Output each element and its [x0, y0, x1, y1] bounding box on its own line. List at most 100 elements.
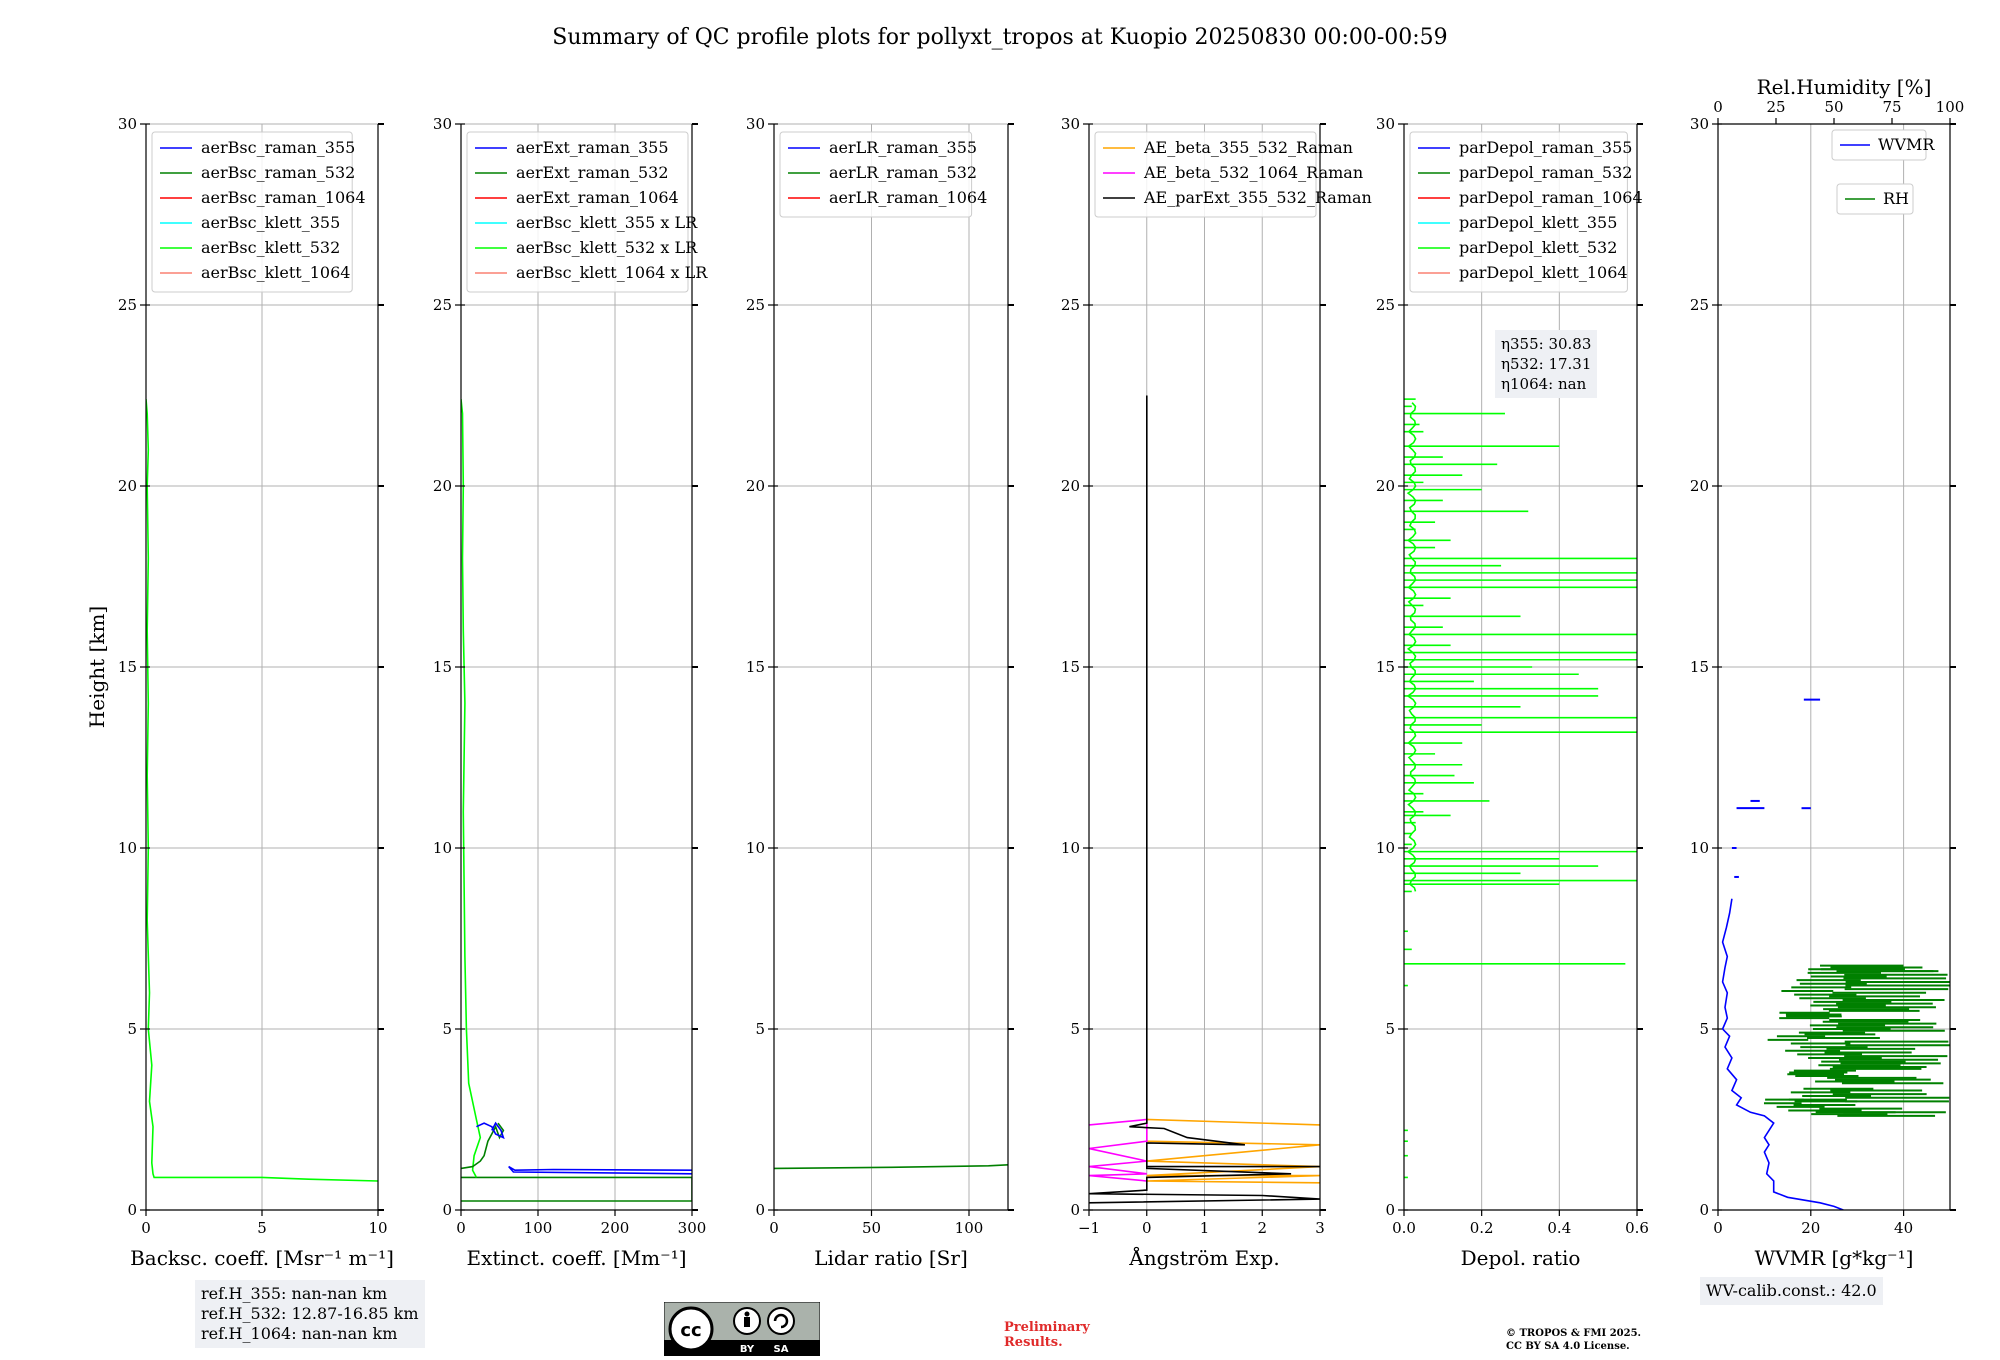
- cc-icon: [668, 1306, 714, 1352]
- eta-1064: η1064: nan: [1501, 375, 1587, 393]
- legend-box: [1409, 131, 1628, 293]
- legend-entry: aerBsc_raman_532: [201, 163, 355, 182]
- y-axis-label: Height [km]: [85, 606, 109, 728]
- legend-entry: aerBsc_raman_1064: [201, 188, 366, 207]
- y-tick-label: 30: [1061, 115, 1080, 133]
- series-line: [774, 1164, 1008, 1170]
- y-tick-label: 20: [1061, 477, 1080, 495]
- x-axis-label: Backsc. coeff. [Msr⁻¹ m⁻¹]: [130, 1246, 394, 1270]
- y-tick-label: 30: [1376, 115, 1395, 133]
- y-tick-label: 20: [1690, 477, 1709, 495]
- x-tick-label: 0: [1713, 1219, 1723, 1237]
- y-tick-label: 15: [1061, 658, 1080, 676]
- x-tick-label: 1: [1200, 1219, 1210, 1237]
- legend-entry: aerExt_raman_532: [516, 163, 669, 182]
- y-tick-label: 5: [442, 1020, 452, 1038]
- preliminary-note: Preliminary Results.: [1004, 1320, 1090, 1350]
- x2-tick-label: 75: [1882, 98, 1901, 116]
- x2-tick-label: 100: [1936, 98, 1965, 116]
- data-layer: [1721, 698, 1950, 1210]
- series-line: [1146, 1118, 1320, 1184]
- x-tick-label: 0: [141, 1219, 151, 1237]
- grid: [1088, 123, 1321, 1211]
- x-tick-label: 2: [1257, 1219, 1267, 1237]
- legend-entry: aerBsc_klett_1064: [201, 263, 350, 282]
- eta-box: η355: 30.83 η532: 17.31 η1064: nan: [1495, 330, 1598, 398]
- y-tick-label: 15: [433, 658, 452, 676]
- y-tick-label: 25: [1061, 296, 1080, 314]
- series-line: [476, 1121, 505, 1140]
- cc-license-logo: cc BY SA: [664, 1302, 820, 1356]
- x-tick-label: 50: [862, 1219, 881, 1237]
- ref-heights-box: ref.H_355: nan-nan km ref.H_532: 12.87-1…: [195, 1280, 425, 1348]
- y-tick-label: 20: [1376, 477, 1395, 495]
- legend-entry: AE_beta_532_1064_Raman: [1143, 163, 1363, 182]
- legend-entry: parDepol_klett_532: [1459, 238, 1617, 257]
- y-tick-label: 25: [1690, 296, 1709, 314]
- legend: aerLR_raman_355 aerLR_raman_532 aerLR_rama…: [779, 131, 987, 218]
- y-tick-label: 10: [1061, 839, 1080, 857]
- legend-entry: aerLR_raman_1064: [829, 188, 987, 207]
- x-axis-label: Depol. ratio: [1461, 1246, 1581, 1270]
- y-tick-label: 5: [1070, 1020, 1080, 1038]
- x-tick-label: 200: [601, 1219, 630, 1237]
- y-tick-label: 10: [433, 839, 452, 857]
- legend-entry: aerBsc_klett_532 x LR: [516, 238, 698, 257]
- y-tick-label: 5: [1385, 1020, 1395, 1038]
- legend-entry: WVMR: [1878, 135, 1935, 154]
- y-tick-label: 0: [755, 1201, 765, 1219]
- y-tick-label: 25: [746, 296, 765, 314]
- legend-entry: aerLR_raman_355: [829, 138, 977, 157]
- y-tick-label: 5: [1699, 1020, 1709, 1038]
- y-tick-label: 25: [1376, 296, 1395, 314]
- page-title: Summary of QC profile plots for pollyxt_…: [552, 25, 1447, 50]
- y-tick-label: 25: [118, 296, 137, 314]
- x-tick-label: 300: [678, 1219, 707, 1237]
- y-tick-label: 10: [1690, 839, 1709, 857]
- y-tick-label: 15: [1376, 658, 1395, 676]
- y-tick-label: 10: [746, 839, 765, 857]
- legend-box: [151, 131, 353, 293]
- y-tick-label: 30: [746, 115, 765, 133]
- y-tick-label: 10: [1376, 839, 1395, 857]
- legend: aerBsc_raman_355 aerBsc_raman_532 aerBsc_r…: [151, 131, 366, 293]
- legend-entry: parDepol_klett_1064: [1459, 263, 1628, 282]
- x-tick-label: −1: [1078, 1219, 1100, 1237]
- series-line: [461, 399, 482, 1178]
- legend-entry: aerBsc_klett_532: [201, 238, 340, 257]
- legend-box: [1094, 131, 1317, 218]
- depol-klett-532-spikes: [1404, 398, 1637, 1179]
- y-tick-label: 20: [433, 477, 452, 495]
- y-tick-label: 0: [1070, 1201, 1080, 1219]
- y-tick-label: 10: [118, 839, 137, 857]
- legend-entry: aerExt_raman_1064: [516, 188, 679, 207]
- grid: [773, 123, 1008, 1211]
- x2-tick-label: 0: [1713, 98, 1723, 116]
- data-layer: [1089, 395, 1320, 1204]
- x-axis-label: WVMR [g*kg⁻¹]: [1755, 1246, 1914, 1270]
- x2-axis-label: Rel.Humidity [%]: [1757, 75, 1932, 99]
- x-tick-label: 0: [1142, 1219, 1152, 1237]
- series-line: [1089, 1118, 1148, 1182]
- x-axis-label: Ångström Exp.: [1128, 1245, 1279, 1270]
- y-tick-label: 5: [755, 1020, 765, 1038]
- series-line: [1089, 395, 1320, 1204]
- panel-lr: 0 5 10 15 20 25 30 0 50 100 Lidar ratio [Sr] aerLR_…: [746, 115, 1014, 1270]
- ref-height-532: ref.H_532: 12.87-16.85 km: [201, 1304, 419, 1323]
- legend-box: [1831, 129, 1927, 161]
- x-tick-label: 0.6: [1625, 1219, 1649, 1237]
- legend-entry: aerBsc_klett_355 x LR: [516, 213, 698, 232]
- panel-bsc: 0 5 10 15 20 25 30 0 5 10 Backsc. coeff. [Msr⁻¹ m⁻…: [118, 115, 394, 1270]
- eta-355: η355: 30.83: [1501, 335, 1592, 353]
- x-tick-label: 0: [456, 1219, 466, 1237]
- copyright-note: © TROPOS & FMI 2025. CC BY SA 4.0 Licens…: [1506, 1328, 1642, 1352]
- legend-box: [466, 131, 689, 293]
- y-tick-label: 20: [746, 477, 765, 495]
- y-tick-label: 30: [1690, 115, 1709, 133]
- x-tick-label: 10: [368, 1219, 387, 1237]
- legend: aerExt_raman_355 aerExt_raman_532 aerExt_r…: [466, 131, 708, 293]
- sa-icon: [767, 1307, 795, 1335]
- x-axis-label: Lidar ratio [Sr]: [814, 1246, 968, 1270]
- y-tick-label: 0: [127, 1201, 137, 1219]
